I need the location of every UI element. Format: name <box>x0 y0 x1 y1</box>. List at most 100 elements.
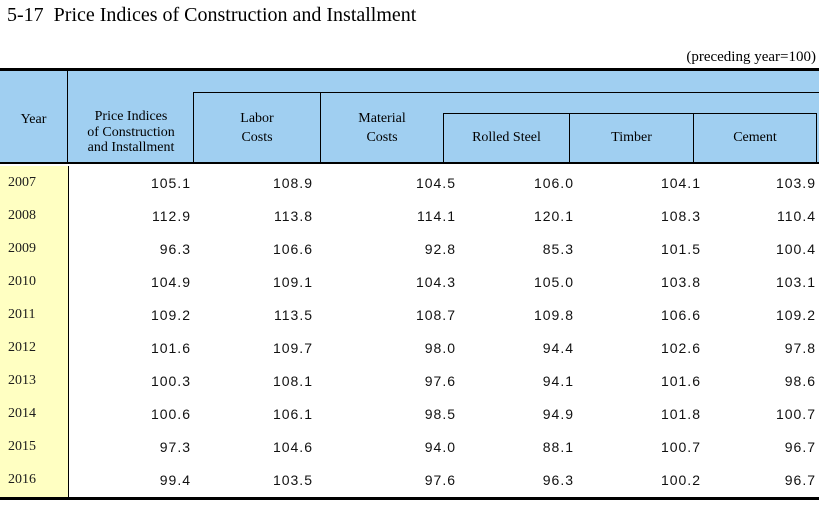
value-cell: 102.6 <box>660 340 701 357</box>
value-cell: 108.7 <box>415 306 456 323</box>
value-cell: 103.8 <box>660 273 701 290</box>
table-row: 2012 101.6 109.7 98.0 94.4 102.6 97.8 <box>0 331 819 365</box>
value-cell: 96.7 <box>784 439 816 456</box>
header-cost-group: Labor Costs Material Costs Rolled Steel … <box>193 92 819 162</box>
value-cell: 109.2 <box>150 306 191 323</box>
page-title: 5-17 Price Indices of Construction and I… <box>7 4 417 26</box>
value-cell: 92.8 <box>424 240 456 257</box>
value-cell: 96.3 <box>159 240 191 257</box>
value-cell: 106.6 <box>272 240 313 257</box>
unit-note: (preceding year=100) <box>686 49 816 65</box>
header-price-indices-line1: Price Indices <box>94 109 168 124</box>
value-cell: 100.3 <box>150 373 191 390</box>
value-cell: 103.9 <box>775 174 816 191</box>
value-cell: 96.7 <box>784 472 816 489</box>
value-cell: 97.3 <box>159 439 191 456</box>
value-cell: 108.9 <box>272 174 313 191</box>
value-cell: 96.3 <box>542 472 574 489</box>
value-cell: 100.6 <box>150 406 191 423</box>
value-cell: 104.6 <box>272 439 313 456</box>
value-cell: 106.0 <box>533 174 574 191</box>
header-labor-line2: Costs <box>241 129 273 145</box>
value-cell: 103.1 <box>775 273 816 290</box>
year-cell: 2009 <box>0 232 69 266</box>
value-cell: 110.4 <box>777 207 816 224</box>
year-cell: 2012 <box>0 331 69 365</box>
header-cement: Cement <box>733 130 777 145</box>
value-cell: 114.1 <box>417 207 456 224</box>
value-cell: 94.0 <box>424 439 456 456</box>
value-cell: 94.4 <box>542 340 574 357</box>
value-cell: 94.9 <box>542 406 574 423</box>
value-cell: 104.1 <box>660 174 701 191</box>
value-cell: 108.3 <box>660 207 701 224</box>
header-labor-costs: Labor Costs <box>194 93 321 162</box>
value-cell: 104.5 <box>415 174 456 191</box>
value-cell: 112.9 <box>152 207 191 224</box>
value-cell: 109.2 <box>775 306 816 323</box>
header-price-indices-line2: of Construction <box>87 124 175 140</box>
value-cell: 98.0 <box>424 340 456 357</box>
value-cell: 100.7 <box>660 439 701 456</box>
value-cell: 99.4 <box>159 472 191 489</box>
year-cell: 2016 <box>0 463 69 497</box>
header-material-line1: Material <box>358 110 406 126</box>
value-cell: 113.5 <box>274 306 313 323</box>
value-cell: 97.6 <box>424 472 456 489</box>
value-cell: 100.2 <box>660 472 701 489</box>
value-cell: 94.1 <box>542 373 574 390</box>
table-row: 2014 100.6 106.1 98.5 94.9 101.8 100.7 <box>0 397 819 431</box>
table-row: 2009 96.3 106.6 92.8 85.3 101.5 100.4 <box>0 232 819 266</box>
value-cell: 97.8 <box>784 340 816 357</box>
value-cell: 105.1 <box>150 174 191 191</box>
value-cell: 120.1 <box>533 207 574 224</box>
value-cell: 113.8 <box>274 207 313 224</box>
table-header: Year Price Indices of Construction and I… <box>0 68 819 164</box>
header-timber: Timber <box>570 114 694 162</box>
value-cell: 88.1 <box>542 439 574 456</box>
header-material-subcolumns: Rolled Steel Timber Cement <box>443 113 817 162</box>
header-labor-line1: Labor <box>240 110 274 126</box>
value-cell: 109.8 <box>533 306 574 323</box>
header-rolled-steel: Rolled Steel <box>444 114 570 162</box>
year-cell: 2015 <box>0 430 69 464</box>
value-cell: 100.7 <box>775 406 816 423</box>
value-cell: 98.6 <box>784 373 816 390</box>
value-cell: 109.1 <box>272 273 313 290</box>
value-cell: 98.5 <box>424 406 456 423</box>
value-cell: 104.9 <box>150 273 191 290</box>
value-cell: 106.1 <box>272 406 313 423</box>
table-row: 2010 104.9 109.1 104.3 105.0 103.8 103.1 <box>0 265 819 299</box>
value-cell: 101.6 <box>660 373 701 390</box>
value-cell: 106.6 <box>660 306 701 323</box>
value-cell: 101.8 <box>660 406 701 423</box>
year-cell: 2008 <box>0 199 69 233</box>
header-material-line2: Costs <box>366 129 398 145</box>
value-cell: 109.7 <box>272 340 313 357</box>
year-cell: 2007 <box>0 166 69 200</box>
table-body: 2007 105.1 108.9 104.5 106.0 104.1 103.9 2008 11… <box>0 164 819 500</box>
value-cell: 104.3 <box>415 273 456 290</box>
value-cell: 108.1 <box>272 373 313 390</box>
table-row: 2016 99.4 103.5 97.6 96.3 100.2 96.7 <box>0 463 819 497</box>
table-row: 2011 109.2 113.5 108.7 109.8 106.6 109.2 <box>0 298 819 332</box>
table-row: 2007 105.1 108.9 104.5 106.0 104.1 103.9 <box>0 166 819 200</box>
year-cell: 2010 <box>0 265 69 299</box>
year-cell: 2014 <box>0 397 69 431</box>
value-cell: 101.6 <box>150 340 191 357</box>
year-cell: 2013 <box>0 364 69 398</box>
value-cell: 101.5 <box>660 240 701 257</box>
value-cell: 105.0 <box>533 273 574 290</box>
year-cell: 2011 <box>0 298 69 332</box>
price-index-table: Year Price Indices of Construction and I… <box>0 68 819 500</box>
header-price-indices: Price Indices of Construction and Instal… <box>69 71 193 162</box>
value-cell: 97.6 <box>424 373 456 390</box>
value-cell: 85.3 <box>542 240 574 257</box>
header-price-indices-line3: and Installment <box>87 140 175 155</box>
header-material-costs: Material Costs <box>321 93 443 162</box>
table-row: 2013 100.3 108.1 97.6 94.1 101.6 98.6 <box>0 364 819 398</box>
value-cell: 103.5 <box>272 472 313 489</box>
table-row: 2008 112.9 113.8 114.1 120.1 108.3 110.4 <box>0 199 819 233</box>
table-row: 2015 97.3 104.6 94.0 88.1 100.7 96.7 <box>0 430 819 464</box>
